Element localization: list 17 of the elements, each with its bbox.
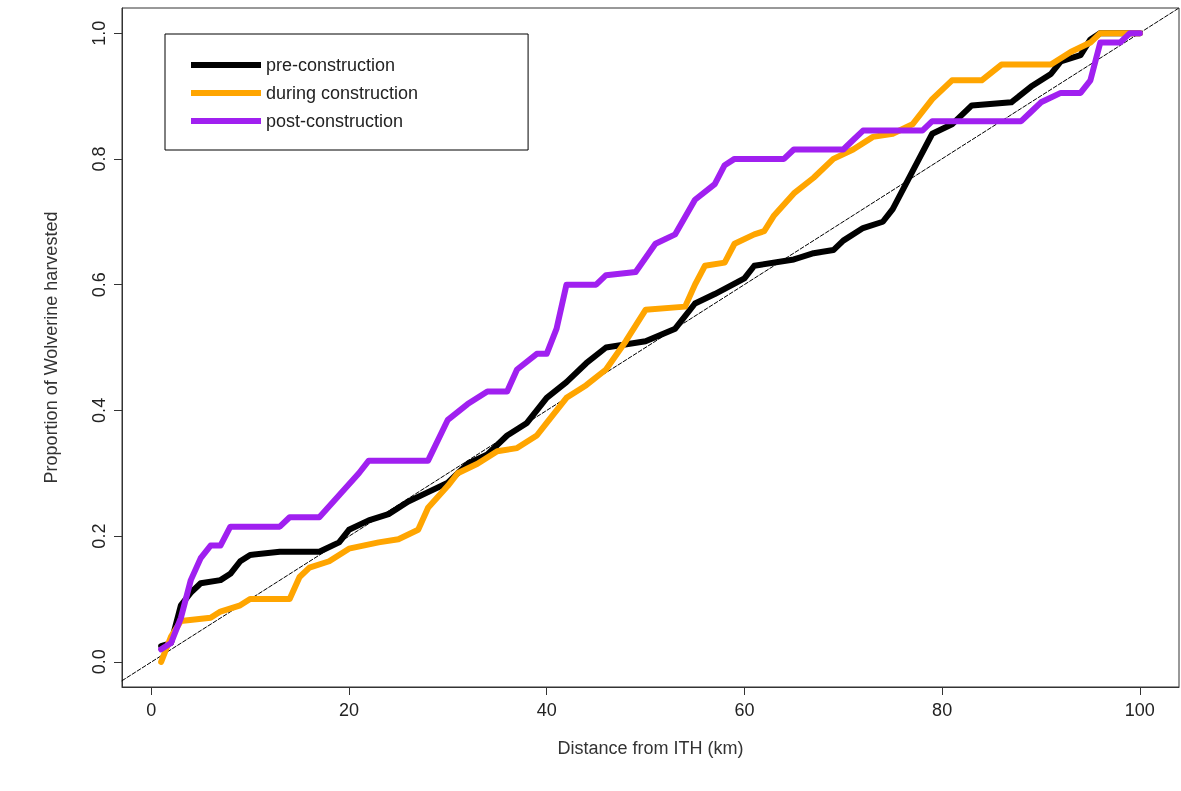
x-tick-label: 40 bbox=[536, 700, 557, 720]
y-tick-label: 0.4 bbox=[89, 397, 109, 423]
x-tick-label: 20 bbox=[338, 700, 359, 720]
y-tick-label: 1.0 bbox=[89, 20, 109, 46]
legend-label: pre-construction bbox=[266, 55, 396, 75]
y-tick-label: 0.8 bbox=[89, 146, 109, 172]
legend-label: during construction bbox=[266, 83, 419, 103]
x-tick-label: 100 bbox=[1124, 700, 1155, 720]
x-tick-label: 60 bbox=[734, 700, 755, 720]
x-tick-label: 80 bbox=[932, 700, 953, 720]
x-axis-title: Distance from ITH (km) bbox=[557, 738, 744, 758]
x-tick-label: 0 bbox=[146, 700, 157, 720]
y-axis-title: Proportion of Wolverine harvested bbox=[41, 211, 61, 484]
y-tick-label: 0.0 bbox=[89, 649, 109, 675]
y-tick-label: 0.6 bbox=[89, 272, 109, 298]
y-tick-label: 0.2 bbox=[89, 523, 109, 549]
legend-label: post-construction bbox=[266, 111, 404, 131]
